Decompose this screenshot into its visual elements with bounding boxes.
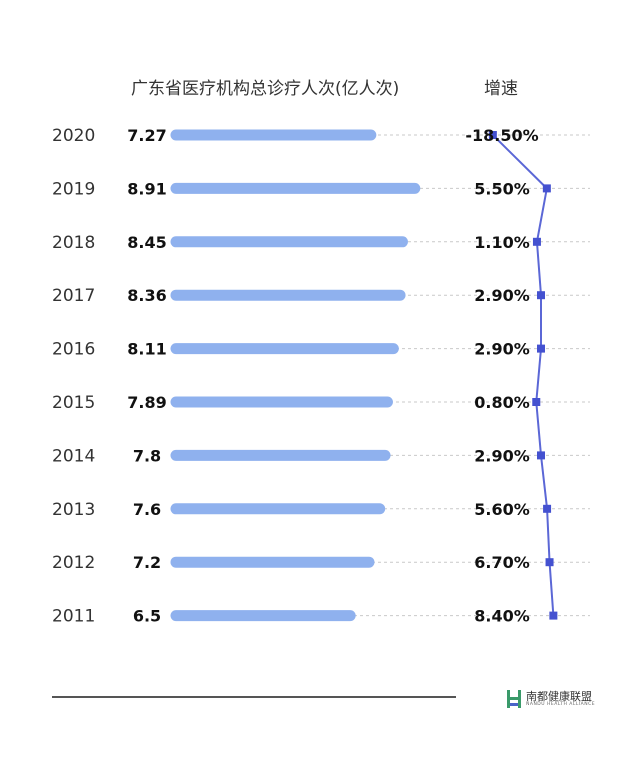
bar-value-label: 7.89 bbox=[127, 393, 166, 412]
year-label: 2018 bbox=[52, 233, 95, 253]
bar-value-label: 8.11 bbox=[127, 340, 166, 359]
growth-label: 0.80% bbox=[474, 393, 530, 412]
bar-value-label: 7.27 bbox=[127, 126, 166, 145]
growth-label: 2.90% bbox=[474, 446, 530, 465]
bar-value-label: 7.2 bbox=[133, 553, 161, 572]
year-label: 2020 bbox=[52, 126, 95, 146]
growth-marker bbox=[537, 344, 545, 353]
footer-divider bbox=[52, 696, 456, 698]
growth-marker bbox=[543, 504, 552, 513]
bar-value-label: 8.45 bbox=[127, 233, 166, 252]
growth-line bbox=[492, 134, 555, 616]
growth-marker bbox=[549, 611, 558, 620]
growth-label: 5.60% bbox=[474, 500, 530, 519]
growth-marker bbox=[542, 184, 551, 193]
growth-label: 8.40% bbox=[474, 607, 530, 626]
year-label: 2012 bbox=[52, 553, 95, 573]
bar-value-label: 8.91 bbox=[127, 179, 166, 198]
year-label: 2016 bbox=[52, 340, 95, 360]
brand-logo: 南都健康联盟 NANDU HEALTH ALLIANCE bbox=[506, 688, 616, 710]
bar-value-label: 7.6 bbox=[133, 500, 161, 519]
growth-label: -18.50% bbox=[465, 126, 538, 145]
growth-label: 6.70% bbox=[474, 553, 530, 572]
brand-logo-icon bbox=[507, 690, 521, 708]
growth-label: 2.90% bbox=[474, 286, 530, 305]
growth-marker bbox=[532, 237, 541, 246]
year-label: 2013 bbox=[52, 500, 95, 520]
growth-marker bbox=[537, 291, 545, 300]
growth-marker bbox=[537, 451, 545, 460]
bar-value-label: 7.8 bbox=[133, 446, 161, 465]
growth-label: 5.50% bbox=[474, 179, 530, 198]
growth-marker bbox=[488, 131, 497, 139]
year-label: 2014 bbox=[52, 446, 95, 466]
year-label: 2015 bbox=[52, 393, 95, 413]
bar-value-label: 8.36 bbox=[127, 286, 166, 305]
growth-label: 2.90% bbox=[474, 340, 530, 359]
growth-label: 1.10% bbox=[474, 233, 530, 252]
growth-marker bbox=[545, 558, 554, 567]
year-label: 2019 bbox=[52, 179, 95, 199]
growth-column-title: 增速 bbox=[484, 79, 518, 99]
brand-name: 南都健康联盟 bbox=[526, 690, 592, 703]
bar-value-label: 6.5 bbox=[133, 607, 161, 626]
chart-title: 广东省医疗机构总诊疗人次(亿人次) bbox=[131, 79, 400, 99]
growth-marker bbox=[532, 398, 541, 406]
year-label: 2017 bbox=[52, 286, 95, 306]
brand-subtitle: NANDU HEALTH ALLIANCE bbox=[526, 702, 596, 707]
year-label: 2011 bbox=[52, 607, 95, 627]
